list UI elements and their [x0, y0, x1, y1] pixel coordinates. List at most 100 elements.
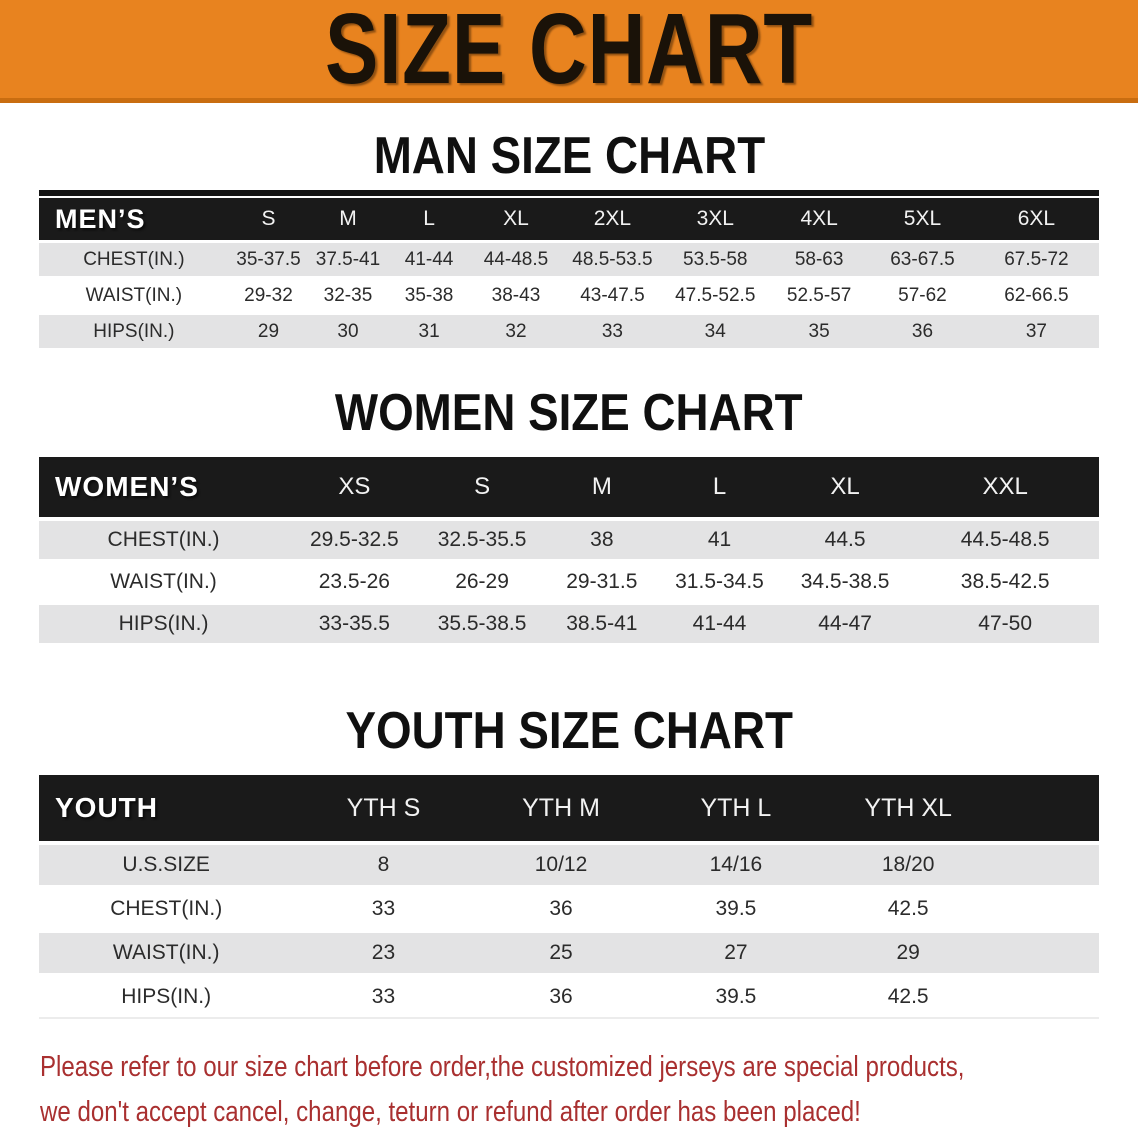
value-cell: 41 — [707, 528, 732, 551]
value-cell: 25 — [549, 941, 573, 964]
women-table-title-cell: WOMEN’S — [55, 471, 199, 502]
man-section-heading: MAN SIZE CHART — [0, 128, 1138, 184]
men-size-table: MEN’S S M L XL 2XL 3XL 4XL 5XL 6XL CHEST(IN.) 35-37… — [39, 190, 1099, 348]
women-section-heading: WOMEN SIZE CHART — [0, 385, 1138, 441]
value-cell: 37 — [1025, 320, 1047, 342]
value-cell: 33 — [371, 897, 396, 920]
value-cell: 35 — [808, 320, 830, 342]
value-cell: 32-35 — [323, 284, 373, 306]
size-header-cell: XS — [338, 473, 371, 500]
women-size-table: WOMEN’S XS S M L XL XXL CHEST(IN.) 29.5-32.5 32.5… — [39, 457, 1099, 643]
value-cell: 43-47.5 — [580, 284, 645, 306]
man-table-title-cell: MEN’S — [55, 203, 146, 234]
row-label-cell: WAIST(IN.) — [112, 941, 220, 964]
size-header-cell: S — [261, 207, 276, 230]
row-label-cell: HIPS(IN.) — [93, 320, 175, 342]
value-cell: 41-44 — [404, 248, 454, 270]
value-cell: 38.5-42.5 — [960, 570, 1050, 593]
value-cell: 29-31.5 — [566, 570, 638, 593]
row-label-cell: HIPS(IN.) — [118, 612, 209, 635]
size-header-cell: XL — [830, 473, 860, 500]
value-cell: 37.5-41 — [315, 248, 381, 270]
value-cell: 35.5-38.5 — [437, 612, 527, 635]
value-cell: 33 — [371, 985, 396, 1008]
value-cell: 67.5-72 — [1004, 248, 1069, 270]
row-label-cell: U.S.SIZE — [122, 853, 210, 876]
women-table-row: WAIST(IN.) 23.5-26 26-29 29-31.5 31.5-34.5 34… — [39, 563, 1099, 601]
youth-size-table: YOUTH YTH S YTH M YTH L YTH XL U.S.SIZE 8 10/12… — [39, 775, 1099, 1019]
value-cell: 31.5-34.5 — [675, 570, 764, 593]
size-header-cell: M — [339, 207, 357, 230]
man-table-row: CHEST(IN.) 35-37.5 37.5-41 41-44 44-48.5 48.5… — [39, 243, 1099, 276]
man-table-row: HIPS(IN.) 29 30 31 32 33 34 35 36 37 — [39, 315, 1099, 348]
value-cell: 33-35.5 — [318, 612, 390, 635]
youth-table-row: WAIST(IN.) 23 25 27 29 — [39, 933, 1099, 973]
banner-title: SIZE CHART — [325, 0, 813, 105]
size-header-cell: YTH S — [346, 793, 421, 822]
value-cell: 32.5-35.5 — [437, 528, 527, 551]
value-cell: 41-44 — [692, 612, 747, 635]
value-cell: 52.5-57 — [786, 284, 852, 306]
row-label-cell: HIPS(IN.) — [121, 985, 212, 1008]
value-cell: 31 — [418, 320, 440, 342]
value-cell: 44.5 — [824, 528, 866, 551]
value-cell: 35-37.5 — [236, 248, 301, 270]
value-cell: 47.5-52.5 — [675, 284, 756, 306]
youth-heading-text: YOUTH SIZE CHART — [345, 702, 793, 760]
value-cell: 34.5-38.5 — [800, 570, 890, 593]
youth-table-row: HIPS(IN.) 33 36 39.5 42.5 — [39, 977, 1099, 1017]
man-table-row: WAIST(IN.) 29-32 32-35 35-38 38-43 43-47.5 47.… — [39, 279, 1099, 312]
row-label-cell: CHEST(IN.) — [110, 897, 223, 920]
order-disclaimer: Please refer to our size chart before or… — [40, 1045, 1138, 1135]
value-cell: 32 — [505, 320, 527, 342]
value-cell: 29 — [257, 320, 280, 342]
value-cell: 23.5-26 — [318, 570, 390, 593]
disclaimer-line-2: we don't accept cancel, change, teturn o… — [40, 1096, 861, 1128]
value-cell: 38 — [590, 528, 614, 551]
value-cell: 36 — [549, 985, 573, 1008]
value-cell: 33 — [601, 320, 623, 342]
youth-table-row: U.S.SIZE 8 10/12 14/16 18/20 — [39, 845, 1099, 885]
value-cell: 42.5 — [887, 897, 929, 920]
size-header-cell: YTH XL — [864, 793, 952, 822]
women-heading-text: WOMEN SIZE CHART — [335, 384, 803, 442]
row-label-cell: CHEST(IN.) — [83, 248, 185, 270]
value-cell: 44.5-48.5 — [960, 528, 1050, 551]
size-header-cell: 5XL — [903, 207, 942, 230]
youth-section-heading: YOUTH SIZE CHART — [0, 703, 1138, 759]
value-cell: 62-66.5 — [1004, 284, 1069, 306]
value-cell: 57-62 — [898, 284, 947, 306]
value-cell: 29 — [896, 941, 920, 964]
value-cell: 23 — [371, 941, 396, 964]
value-cell: 53.5-58 — [683, 248, 748, 270]
value-cell: 27 — [724, 941, 748, 964]
youth-table-header-row: YOUTH YTH S YTH M YTH L YTH XL — [39, 775, 1099, 841]
value-cell: 63-67.5 — [890, 248, 955, 270]
value-cell: 47-50 — [978, 612, 1033, 635]
value-cell: 38.5-41 — [566, 612, 638, 635]
size-header-cell: 4XL — [800, 207, 838, 230]
size-header-cell: YTH M — [522, 793, 600, 822]
value-cell: 26-29 — [455, 570, 509, 593]
row-label-cell: CHEST(IN.) — [107, 528, 220, 551]
youth-table-row: CHEST(IN.) 33 36 39.5 42.5 — [39, 889, 1099, 929]
women-table-row: CHEST(IN.) 29.5-32.5 32.5-35.5 38 41 44.5 44.5… — [39, 521, 1099, 559]
value-cell: 10/12 — [534, 853, 588, 876]
size-header-cell: L — [423, 207, 435, 230]
youth-table-title-cell: YOUTH — [55, 792, 158, 823]
size-header-cell: 3XL — [696, 207, 734, 230]
size-header-cell: YTH L — [700, 793, 772, 822]
disclaimer-line-1: Please refer to our size chart before or… — [40, 1051, 965, 1083]
value-cell: 35-38 — [404, 284, 454, 306]
row-label-cell: WAIST(IN.) — [110, 570, 217, 593]
man-table-header-row: MEN’S S M L XL 2XL 3XL 4XL 5XL 6XL — [39, 198, 1099, 240]
size-header-cell: 2XL — [593, 207, 632, 230]
value-cell: 39.5 — [715, 897, 757, 920]
size-header-cell: 6XL — [1017, 207, 1056, 230]
size-header-cell: XXL — [982, 473, 1028, 500]
value-cell: 36 — [549, 897, 573, 920]
value-cell: 29.5-32.5 — [309, 528, 399, 551]
size-header-cell: M — [591, 473, 612, 500]
value-cell: 8 — [377, 853, 390, 876]
value-cell: 30 — [337, 320, 359, 342]
